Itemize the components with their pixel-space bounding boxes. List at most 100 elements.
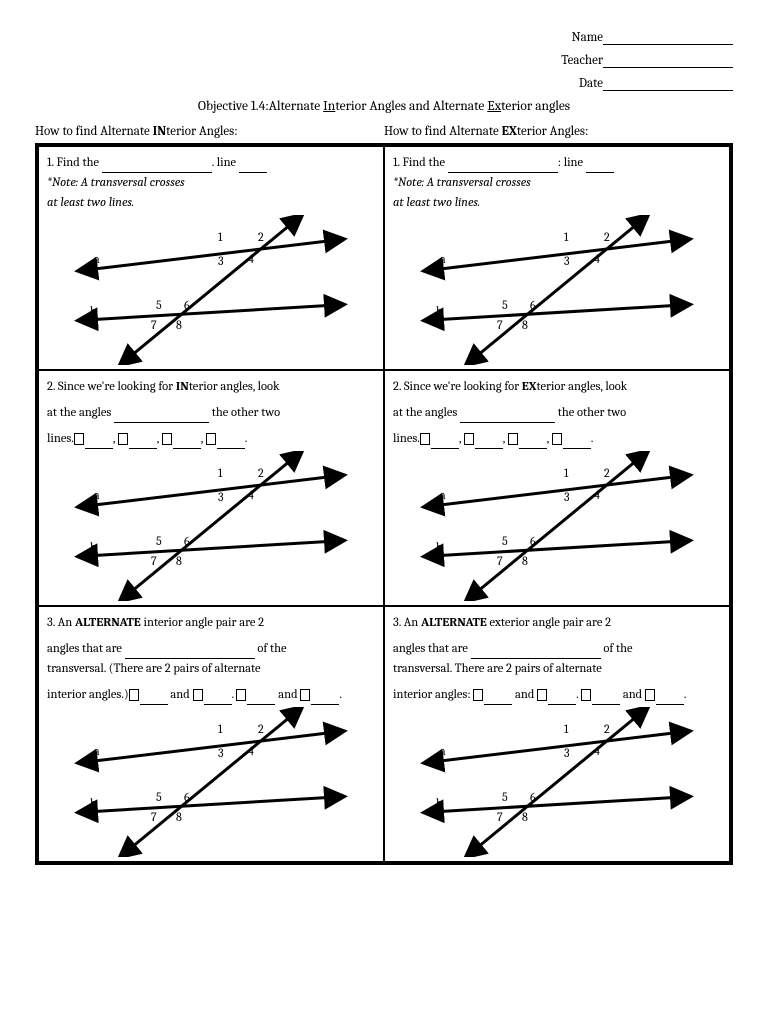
cell-r2-right: 2. Since we're looking for EXterior angl… [384, 370, 730, 606]
angle-box[interactable] [552, 433, 562, 445]
svg-text:1: 1 [564, 230, 569, 244]
column-headers: How to find Alternate INterior Angles: H… [35, 124, 733, 139]
svg-text:b: b [90, 304, 96, 318]
svg-text:b: b [436, 540, 442, 554]
page-title: Objective 1.4:Alternate Interior Angles … [35, 99, 733, 114]
svg-text:a: a [440, 488, 446, 502]
angle-box[interactable] [300, 689, 310, 701]
cell-r3-right: 3. An ALTERNATE exterior angle pair are … [384, 606, 730, 862]
date-label: Date [579, 76, 603, 91]
blank[interactable] [239, 172, 267, 173]
angle-box[interactable] [464, 433, 474, 445]
col-head-right: How to find Alternate EXterior Angles: [384, 124, 733, 139]
svg-text:8: 8 [522, 554, 528, 568]
svg-text:7: 7 [151, 554, 157, 568]
diagram-r1l: 12345678abc [47, 215, 375, 365]
svg-text:1: 1 [218, 466, 223, 480]
svg-text:a: a [94, 744, 100, 758]
angle-box[interactable] [581, 689, 591, 701]
svg-text:2: 2 [604, 466, 610, 480]
svg-text:2: 2 [258, 230, 264, 244]
svg-text:1: 1 [218, 230, 223, 244]
header-fields: Name Teacher Date [35, 30, 733, 91]
svg-text:4: 4 [594, 488, 600, 502]
note-text: *Note: A transversal crosses [393, 173, 721, 193]
teacher-label: Teacher [561, 53, 603, 68]
svg-text:7: 7 [497, 318, 503, 332]
svg-text:6: 6 [184, 790, 190, 804]
angle-box[interactable] [118, 433, 128, 445]
svg-text:2: 2 [258, 722, 264, 736]
svg-text:c: c [474, 585, 479, 599]
svg-text:a: a [440, 744, 446, 758]
svg-text:4: 4 [594, 252, 600, 266]
name-label: Name [572, 30, 603, 45]
svg-text:8: 8 [176, 318, 182, 332]
blank[interactable] [114, 422, 209, 423]
svg-text:b: b [436, 796, 442, 810]
blank[interactable] [586, 172, 614, 173]
svg-text:4: 4 [248, 744, 254, 758]
svg-text:1: 1 [564, 722, 569, 736]
svg-text:1: 1 [564, 466, 569, 480]
svg-text:1: 1 [218, 722, 223, 736]
angle-box[interactable] [508, 433, 518, 445]
cell-r1-left: 1. Find the . line *Note: A transversal … [38, 146, 384, 370]
teacher-blank[interactable] [603, 67, 733, 68]
diagram-r3l: 12345678abc [47, 707, 375, 857]
svg-text:8: 8 [176, 810, 182, 824]
svg-text:4: 4 [248, 488, 254, 502]
name-blank[interactable] [603, 44, 733, 45]
date-field: Date [35, 76, 733, 91]
angle-box[interactable] [74, 433, 84, 445]
col-head-left: How to find Alternate INterior Angles: [35, 124, 384, 139]
svg-text:7: 7 [151, 318, 157, 332]
angle-box[interactable] [193, 689, 203, 701]
worksheet-grid: 1. Find the . line *Note: A transversal … [35, 143, 733, 865]
svg-text:3: 3 [218, 490, 224, 504]
svg-text:6: 6 [530, 298, 536, 312]
svg-text:6: 6 [530, 790, 536, 804]
blank[interactable] [460, 422, 555, 423]
note-text: at least two lines. [47, 193, 375, 213]
svg-text:8: 8 [522, 810, 528, 824]
teacher-field: Teacher [35, 53, 733, 68]
angle-box[interactable] [129, 689, 139, 701]
angle-box[interactable] [537, 689, 547, 701]
svg-text:a: a [94, 252, 100, 266]
date-blank[interactable] [603, 90, 733, 91]
svg-text:7: 7 [151, 810, 157, 824]
svg-text:3: 3 [564, 490, 570, 504]
cell-r1-right: 1. Find the : line *Note: A transversal … [384, 146, 730, 370]
angle-box[interactable] [162, 433, 172, 445]
diagram-r3r: 12345678abc [393, 707, 721, 857]
angle-box[interactable] [473, 689, 483, 701]
svg-text:6: 6 [530, 534, 536, 548]
svg-text:b: b [436, 304, 442, 318]
svg-text:5: 5 [502, 298, 508, 312]
cell-r2-left: 2. Since we're looking for INterior angl… [38, 370, 384, 606]
svg-text:7: 7 [497, 810, 503, 824]
svg-text:5: 5 [156, 298, 162, 312]
diagram-r2r: 12345678abc [393, 451, 721, 601]
svg-text:2: 2 [604, 230, 610, 244]
svg-text:c: c [474, 349, 479, 363]
svg-text:2: 2 [604, 722, 610, 736]
svg-text:3: 3 [218, 254, 224, 268]
angle-box[interactable] [420, 433, 430, 445]
svg-text:8: 8 [176, 554, 182, 568]
angle-box[interactable] [236, 689, 246, 701]
svg-text:b: b [90, 796, 96, 810]
svg-text:4: 4 [248, 252, 254, 266]
svg-text:3: 3 [564, 746, 570, 760]
note-text: at least two lines. [393, 193, 721, 213]
svg-text:c: c [128, 841, 133, 855]
angle-box[interactable] [206, 433, 216, 445]
svg-text:6: 6 [184, 534, 190, 548]
svg-text:5: 5 [502, 790, 508, 804]
svg-text:a: a [440, 252, 446, 266]
svg-text:3: 3 [218, 746, 224, 760]
svg-text:4: 4 [594, 744, 600, 758]
svg-text:5: 5 [156, 534, 162, 548]
angle-box[interactable] [645, 689, 655, 701]
